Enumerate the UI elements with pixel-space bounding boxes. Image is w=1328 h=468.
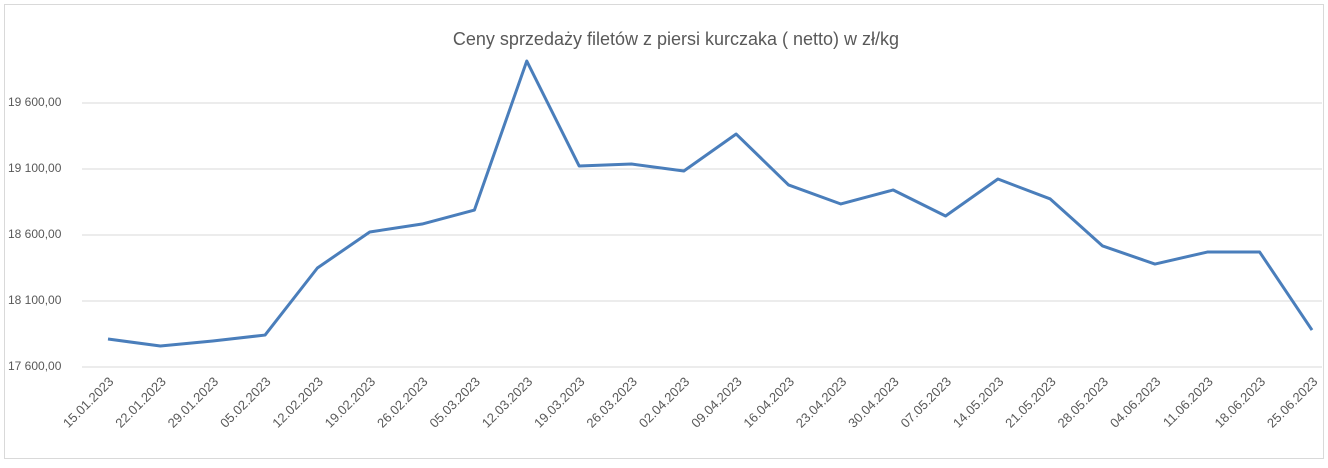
y-tick-label: 19 100,00	[8, 161, 62, 175]
line-series	[107, 59, 1314, 348]
y-tick-label: 18 100,00	[8, 293, 62, 307]
y-tick-label: 19 600,00	[8, 95, 62, 109]
chart-title: Ceny sprzedaży filetów z piersi kurczaka…	[453, 29, 899, 49]
y-tick-label: 18 600,00	[8, 227, 62, 241]
chart-frame	[4, 4, 1324, 459]
y-tick-label: 17 600,00	[8, 359, 62, 373]
